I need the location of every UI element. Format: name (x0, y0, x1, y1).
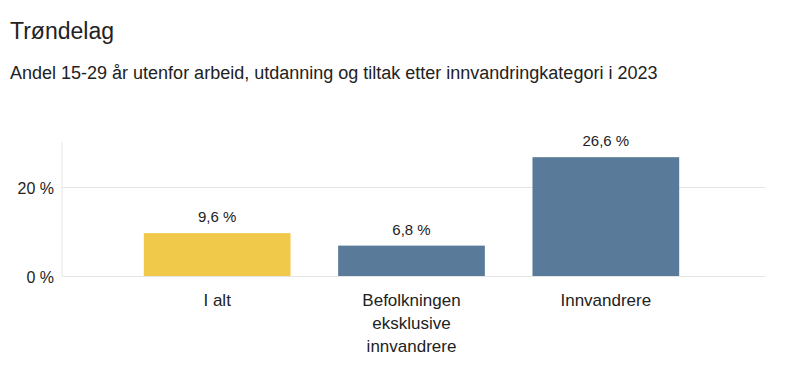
subtitle-line: Andel 15-29 år utenfor arbeid, utdanning… (10, 63, 657, 83)
data-label: 6,8 % (392, 221, 430, 238)
x-tick-label: Befolkningen eksklusive innvandrere (362, 291, 460, 356)
data-label: 26,6 % (582, 132, 629, 149)
bar (144, 233, 291, 276)
x-tick-label: Innvandrere (560, 291, 651, 310)
data-label: 9,6 % (198, 208, 236, 225)
bar (532, 157, 679, 276)
x-tick-label-line: eksklusive (372, 314, 450, 333)
x-tick-label-line: Innvandrere (560, 291, 651, 310)
title: Trøndelag (10, 18, 114, 44)
y-tick-label: 0 % (26, 269, 54, 286)
y-tick-label: 20 % (18, 180, 54, 197)
x-tick-label: I alt (203, 291, 231, 310)
y-axis-line (62, 142, 63, 276)
subtitle: Andel 15-29 år utenfor arbeid, utdanning… (10, 63, 657, 83)
bars (144, 157, 679, 276)
x-tick-label-line: Befolkningen (362, 291, 460, 310)
x-tick-label-line: I alt (203, 291, 231, 310)
x-tick-label-line: innvandrere (367, 337, 457, 356)
chart: Trøndelag Andel 15-29 år utenfor arbeid, … (0, 0, 785, 376)
grid-line (62, 276, 765, 277)
bar (338, 246, 485, 276)
